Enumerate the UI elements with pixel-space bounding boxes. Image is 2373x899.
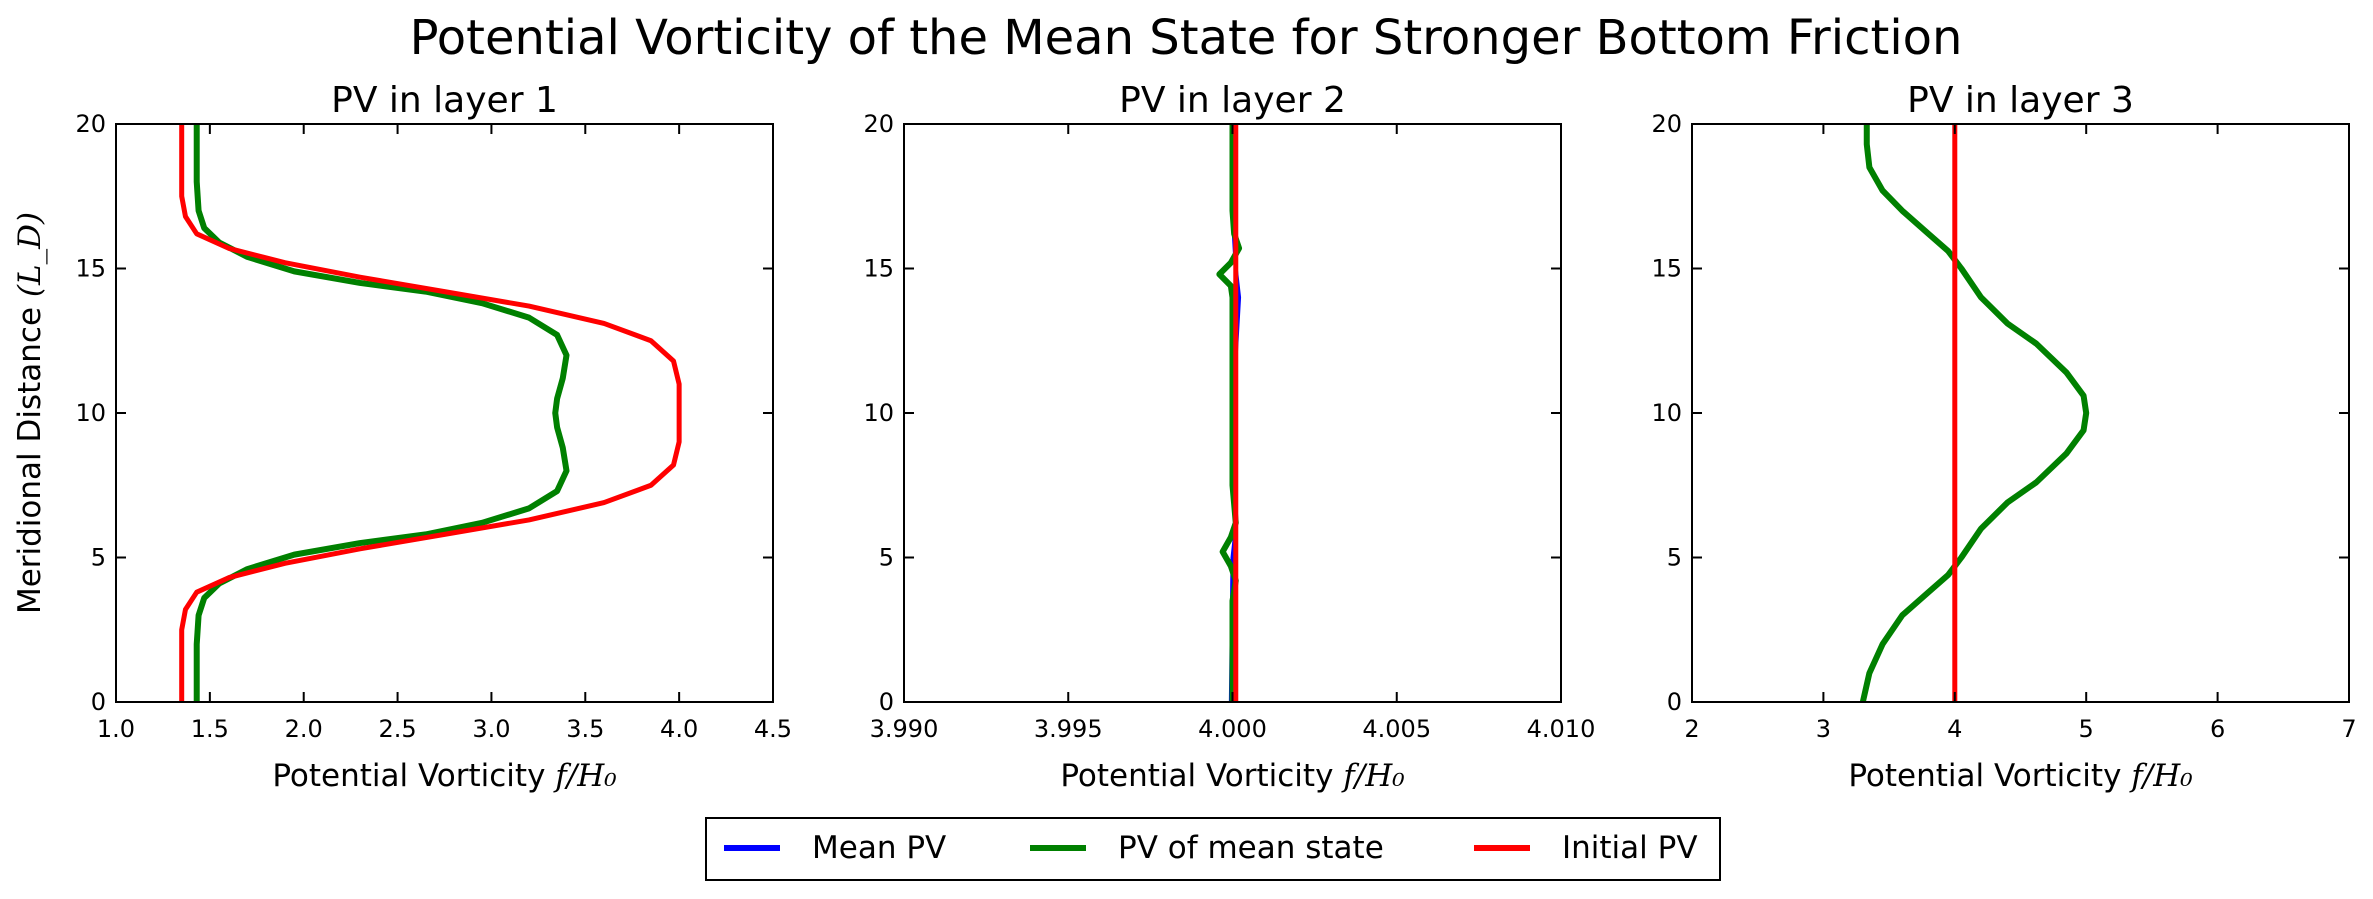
x-tick-label: 3.0 [472,715,510,743]
plot-frame [1691,123,2350,703]
x-axis-label: Potential Vorticity f/H₀ [1848,758,2193,794]
y-tick-label: 15 [75,255,106,283]
y-tick-label: 10 [75,399,106,427]
y-tick-label: 5 [1667,544,1682,572]
chart-title: PV in layer 3 [1907,80,2134,121]
y-tick-label: 0 [879,688,894,716]
y-tick-label: 5 [91,544,106,572]
chart-panel-layer-3: 2 3 4 5 6 7 0 5 10 15 20 PV in layer 3 Potential Vor… [1651,80,2356,794]
x-tick-label: 4.005 [1362,715,1431,743]
x-tick-label: 4 [1947,715,1962,743]
plot-frame [115,123,774,703]
chart-title: PV in layer 1 [331,80,558,121]
chart-panel-layer-2: 3.990 3.995 4.000 4.005 4.010 0 5 10 15 20 PV in l… [863,80,1595,794]
x-tick-label: 4.0 [660,715,698,743]
chart-panel-layer-1: 1.0 1.5 2.0 2.5 3.0 3.5 4.0 4.5 0 5 10 15 20 PV in la… [12,80,792,794]
y-tick-label: 0 [1667,688,1682,716]
legend-box [705,817,1721,881]
x-tick-label: 7 [2341,715,2356,743]
x-tick-label: 3.995 [1034,715,1103,743]
x-tick-label: 2.5 [378,715,416,743]
series-pv-of-mean-state-line [1859,124,2090,702]
y-tick-label: 15 [1651,255,1682,283]
x-tick-label: 5 [2079,715,2094,743]
x-tick-label: 4.000 [1198,715,1267,743]
y-tick-label: 20 [863,110,894,138]
series-mean-pv-line [194,124,569,702]
x-tick-label: 1.5 [191,715,229,743]
series-pv-of-mean-state-line [193,124,570,702]
y-axis-label: Meridional Distance (L_D) [12,212,48,614]
x-axis-label: Potential Vorticity f/H₀ [272,758,617,794]
y-tick-label: 20 [75,110,106,138]
legend-label-mean-pv: Mean PV [812,830,946,866]
legend-label-initial-pv: Initial PV [1562,830,1698,866]
x-tick-label: 4.5 [754,715,792,743]
legend-label-pv-of-mean-state: PV of mean state [1118,830,1384,866]
y-tick-label: 0 [91,688,106,716]
x-tick-label: 3 [1816,715,1831,743]
y-tick-label: 10 [863,399,894,427]
figure-suptitle: Potential Vorticity of the Mean State fo… [410,10,1963,66]
x-tick-label: 3.990 [870,715,939,743]
x-tick-label: 2 [1684,715,1699,743]
chart-title: PV in layer 2 [1119,80,1346,121]
x-tick-label: 3.5 [566,715,604,743]
y-tick-label: 5 [879,544,894,572]
legend: Mean PV PV of mean state Initial PV [705,817,1721,881]
x-tick-label: 4.010 [1527,715,1596,743]
x-axis-label: Potential Vorticity f/H₀ [1060,758,1405,794]
series-initial-pv-line [179,124,682,702]
x-tick-label: 1.0 [97,715,135,743]
series-mean-pv-line [1860,124,2089,702]
y-tick-label: 15 [863,255,894,283]
x-tick-label: 2.0 [285,715,323,743]
y-tick-label: 20 [1651,110,1682,138]
x-tick-label: 6 [2210,715,2225,743]
y-tick-label: 10 [1651,399,1682,427]
